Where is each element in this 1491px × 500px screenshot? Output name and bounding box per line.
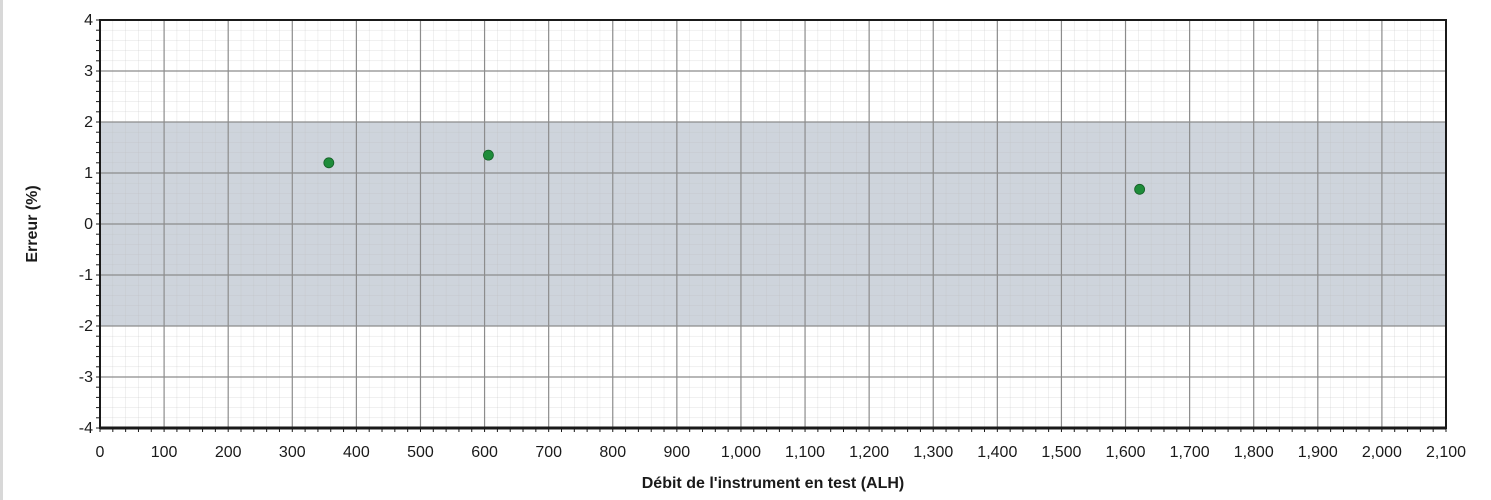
y-axis-title: Erreur (%) — [24, 185, 41, 262]
x-tick-label: 1,000 — [721, 444, 761, 461]
x-tick-label: 800 — [599, 444, 626, 461]
x-tick-label: 1,500 — [1041, 444, 1081, 461]
data-point — [483, 149, 494, 161]
data-point — [323, 157, 335, 169]
y-tick-label: 1 — [84, 165, 93, 182]
x-tick-label: 100 — [151, 444, 178, 461]
plot-frame-layer — [96, 19, 1447, 432]
page-edge-strip — [0, 0, 3, 500]
grid-layer — [99, 19, 1447, 429]
x-tick-label: 1,900 — [1298, 444, 1338, 461]
x-tick-label: 2,100 — [1426, 444, 1466, 461]
x-tick-label: 200 — [215, 444, 242, 461]
x-tick-label: 1,200 — [849, 444, 889, 461]
y-tick-label: -3 — [79, 369, 93, 386]
x-tick-label: 1,600 — [1106, 444, 1146, 461]
x-tick-label: 400 — [343, 444, 370, 461]
x-tick-label: 1,100 — [785, 444, 825, 461]
x-tick-label: 900 — [664, 444, 691, 461]
y-tick-label: 0 — [84, 216, 93, 233]
data-point — [1134, 183, 1146, 195]
x-tick-label: 1,800 — [1234, 444, 1274, 461]
x-tick-label: 2,000 — [1362, 444, 1402, 461]
y-tick-label: -2 — [79, 318, 93, 335]
x-tick-label: 300 — [279, 444, 306, 461]
x-tick-label: 1,400 — [977, 444, 1017, 461]
x-tick-label: 1,700 — [1170, 444, 1210, 461]
data-points-layer — [323, 149, 1146, 195]
x-axis-title: Débit de l'instrument en test (ALH) — [642, 475, 904, 492]
y-tick-label: -4 — [79, 420, 93, 437]
y-tick-label: 3 — [84, 63, 93, 80]
x-tick-label: 1,300 — [913, 444, 953, 461]
x-tick-label: 600 — [471, 444, 498, 461]
x-tick-label: 700 — [535, 444, 562, 461]
y-tick-label: 2 — [84, 114, 93, 131]
tick-labels-layer: 0 100 200 300 400 500 600 700 800 900 1,000 1,100 1,… — [79, 12, 1466, 461]
x-tick-label: 500 — [407, 444, 434, 461]
y-tick-label: 4 — [84, 12, 93, 29]
x-tick-label: 0 — [96, 444, 105, 461]
y-tick-label: -1 — [79, 267, 93, 284]
